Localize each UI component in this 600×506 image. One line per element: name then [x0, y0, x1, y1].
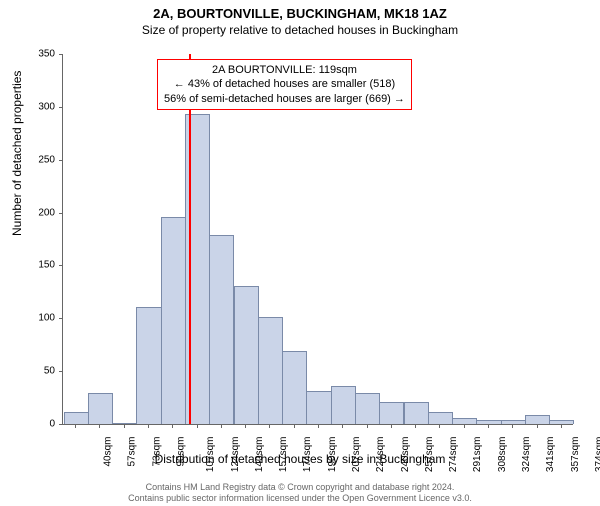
- copyright-line-1: Contains HM Land Registry data © Crown c…: [0, 482, 600, 493]
- chart-container: 2A, BOURTONVILLE, BUCKINGHAM, MK18 1AZ S…: [0, 6, 600, 506]
- y-tick-mark: [59, 160, 63, 161]
- x-tick-mark: [537, 424, 538, 428]
- x-tick-mark: [294, 424, 295, 428]
- x-tick-mark: [124, 424, 125, 428]
- histogram-bar: [64, 412, 89, 424]
- y-tick-mark: [59, 424, 63, 425]
- histogram-bar: [88, 393, 113, 424]
- y-tick-label: 200: [25, 207, 55, 218]
- x-tick-mark: [99, 424, 100, 428]
- y-tick-mark: [59, 318, 63, 319]
- y-tick-label: 250: [25, 154, 55, 165]
- histogram-bar: [282, 351, 307, 424]
- x-tick-mark: [269, 424, 270, 428]
- y-tick-mark: [59, 107, 63, 108]
- x-tick-mark: [512, 424, 513, 428]
- histogram-bar: [161, 217, 186, 424]
- histogram-bar: [209, 235, 234, 424]
- y-tick-label: 100: [25, 313, 55, 324]
- x-tick-mark: [148, 424, 149, 428]
- x-tick-mark: [342, 424, 343, 428]
- y-tick-mark: [59, 54, 63, 55]
- x-tick-mark: [318, 424, 319, 428]
- copyright-line-2: Contains public sector information licen…: [0, 493, 600, 504]
- histogram-bar: [525, 415, 550, 424]
- y-axis-label: Number of detached properties: [10, 71, 24, 236]
- histogram-bar: [136, 307, 161, 424]
- histogram-bar: [452, 418, 477, 424]
- y-tick-mark: [59, 371, 63, 372]
- x-axis-label: Distribution of detached houses by size …: [0, 452, 600, 466]
- histogram-bar: [404, 402, 429, 424]
- x-tick-mark: [488, 424, 489, 428]
- histogram-bar: [306, 391, 331, 424]
- plot-area: 05010015020025030035040sqm57sqm73sqm90sq…: [62, 54, 573, 425]
- y-tick-label: 50: [25, 366, 55, 377]
- annotation-box: 2A BOURTONVILLE: 119sqm← 43% of detached…: [157, 59, 412, 110]
- histogram-bar: [112, 423, 137, 424]
- x-tick-mark: [439, 424, 440, 428]
- x-tick-mark: [75, 424, 76, 428]
- x-tick-mark: [391, 424, 392, 428]
- y-tick-mark: [59, 213, 63, 214]
- y-tick-label: 350: [25, 49, 55, 60]
- y-tick-mark: [59, 265, 63, 266]
- annotation-line: 2A BOURTONVILLE: 119sqm: [164, 63, 405, 77]
- histogram-bar: [501, 420, 526, 424]
- copyright-footer: Contains HM Land Registry data © Crown c…: [0, 482, 600, 504]
- x-tick-mark: [367, 424, 368, 428]
- histogram-bar: [379, 402, 404, 424]
- y-tick-label: 300: [25, 101, 55, 112]
- page-subtitle: Size of property relative to detached ho…: [0, 23, 600, 37]
- y-tick-label: 150: [25, 260, 55, 271]
- histogram-bar: [355, 393, 380, 424]
- histogram-bar: [549, 420, 574, 424]
- histogram-bar: [258, 317, 283, 424]
- x-tick-mark: [172, 424, 173, 428]
- x-tick-mark: [561, 424, 562, 428]
- x-tick-mark: [464, 424, 465, 428]
- x-tick-mark: [221, 424, 222, 428]
- x-tick-mark: [245, 424, 246, 428]
- x-tick-mark: [415, 424, 416, 428]
- histogram-bar: [234, 286, 259, 424]
- histogram-bar: [331, 386, 356, 424]
- y-tick-label: 0: [25, 419, 55, 430]
- histogram-bar: [428, 412, 453, 424]
- annotation-line: ← 43% of detached houses are smaller (51…: [164, 77, 405, 91]
- x-tick-mark: [197, 424, 198, 428]
- page-title: 2A, BOURTONVILLE, BUCKINGHAM, MK18 1AZ: [0, 6, 600, 21]
- annotation-line: 56% of semi-detached houses are larger (…: [164, 92, 405, 106]
